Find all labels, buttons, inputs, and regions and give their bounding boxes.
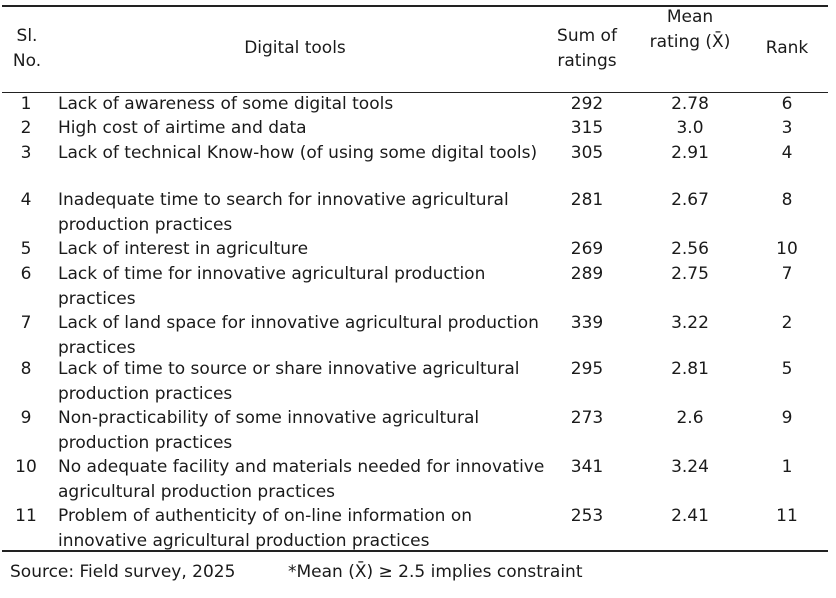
row-mean-rating: 3.22	[671, 313, 709, 333]
row-sl-no: 3	[20, 143, 32, 163]
constraint-note: *Mean (X̄) ≥ 2.5 implies constraint	[288, 562, 583, 582]
row-sum-of-ratings: 339	[570, 313, 604, 333]
row-mean-rating: 2.81	[671, 359, 709, 379]
row-rank: 9	[781, 408, 793, 428]
row-digital-tool: Lack of time for innovative agricultural…	[58, 264, 486, 309]
source-note: Source: Field survey, 2025	[10, 562, 236, 582]
row-digital-tool: Lack of land space for innovative agricu…	[58, 313, 539, 358]
row-rank: 5	[781, 359, 793, 379]
row-digital-tool: Problem of authenticity of on-line infor…	[58, 506, 473, 551]
row-mean-rating: 3.24	[671, 457, 709, 477]
row-rank: 4	[781, 143, 793, 163]
row-mean-rating: 2.67	[671, 190, 709, 210]
row-sum-of-ratings: 292	[570, 94, 604, 114]
row-digital-tool: No adequate facility and materials neede…	[58, 457, 545, 502]
table-top-rule	[2, 5, 828, 7]
row-digital-tool: Lack of time to source or share innovati…	[58, 359, 520, 404]
row-sl-no: 6	[20, 264, 32, 284]
row-mean-rating: 2.6	[676, 408, 704, 428]
header-mean-rating: Mean rating (X̄)	[649, 7, 731, 52]
row-sl-no: 11	[15, 506, 37, 526]
row-sum-of-ratings: 269	[570, 239, 604, 259]
header-rank: Rank	[765, 38, 809, 58]
header-digital-tools: Digital tools	[244, 38, 346, 58]
row-digital-tool: Inadequate time to search for innovative…	[58, 190, 509, 235]
row-mean-rating: 2.41	[671, 506, 709, 526]
row-digital-tool: Lack of interest in agriculture	[58, 239, 309, 259]
row-rank: 8	[781, 190, 793, 210]
row-mean-rating: 2.75	[671, 264, 709, 284]
row-mean-rating: 2.78	[671, 94, 709, 114]
row-rank: 6	[781, 94, 793, 114]
row-sl-no: 5	[20, 239, 32, 259]
row-sum-of-ratings: 273	[570, 408, 604, 428]
row-digital-tool: Lack of technical Know-how (of using som…	[58, 143, 538, 163]
table-header-rule	[2, 92, 828, 93]
row-digital-tool: Non-practicability of some innovative ag…	[58, 408, 480, 453]
row-rank: 2	[781, 313, 793, 333]
row-sl-no: 4	[20, 190, 32, 210]
row-sum-of-ratings: 295	[570, 359, 604, 379]
row-rank: 10	[776, 239, 798, 259]
row-sl-no: 7	[20, 313, 32, 333]
row-sl-no: 9	[20, 408, 32, 428]
row-mean-rating: 2.91	[671, 143, 709, 163]
row-rank: 7	[781, 264, 793, 284]
row-sl-no: 10	[15, 457, 37, 477]
row-sl-no: 2	[20, 118, 32, 138]
row-sum-of-ratings: 305	[570, 143, 604, 163]
row-sum-of-ratings: 281	[570, 190, 604, 210]
row-sum-of-ratings: 315	[570, 118, 604, 138]
row-rank: 11	[776, 506, 798, 526]
row-sum-of-ratings: 341	[570, 457, 604, 477]
row-mean-rating: 3.0	[676, 118, 704, 138]
row-sl-no: 8	[20, 359, 32, 379]
row-digital-tool: High cost of airtime and data	[58, 118, 307, 138]
row-digital-tool: Lack of awareness of some digital tools	[58, 94, 394, 114]
row-sum-of-ratings: 253	[570, 506, 604, 526]
row-sum-of-ratings: 289	[570, 264, 604, 284]
header-sl-no: Sl. No.	[12, 26, 42, 71]
header-sum-of-ratings: Sum of ratings	[557, 26, 617, 71]
table-bottom-rule	[2, 550, 828, 552]
row-rank: 3	[781, 118, 793, 138]
row-sl-no: 1	[20, 94, 32, 114]
row-mean-rating: 2.56	[671, 239, 709, 259]
row-rank: 1	[781, 457, 793, 477]
